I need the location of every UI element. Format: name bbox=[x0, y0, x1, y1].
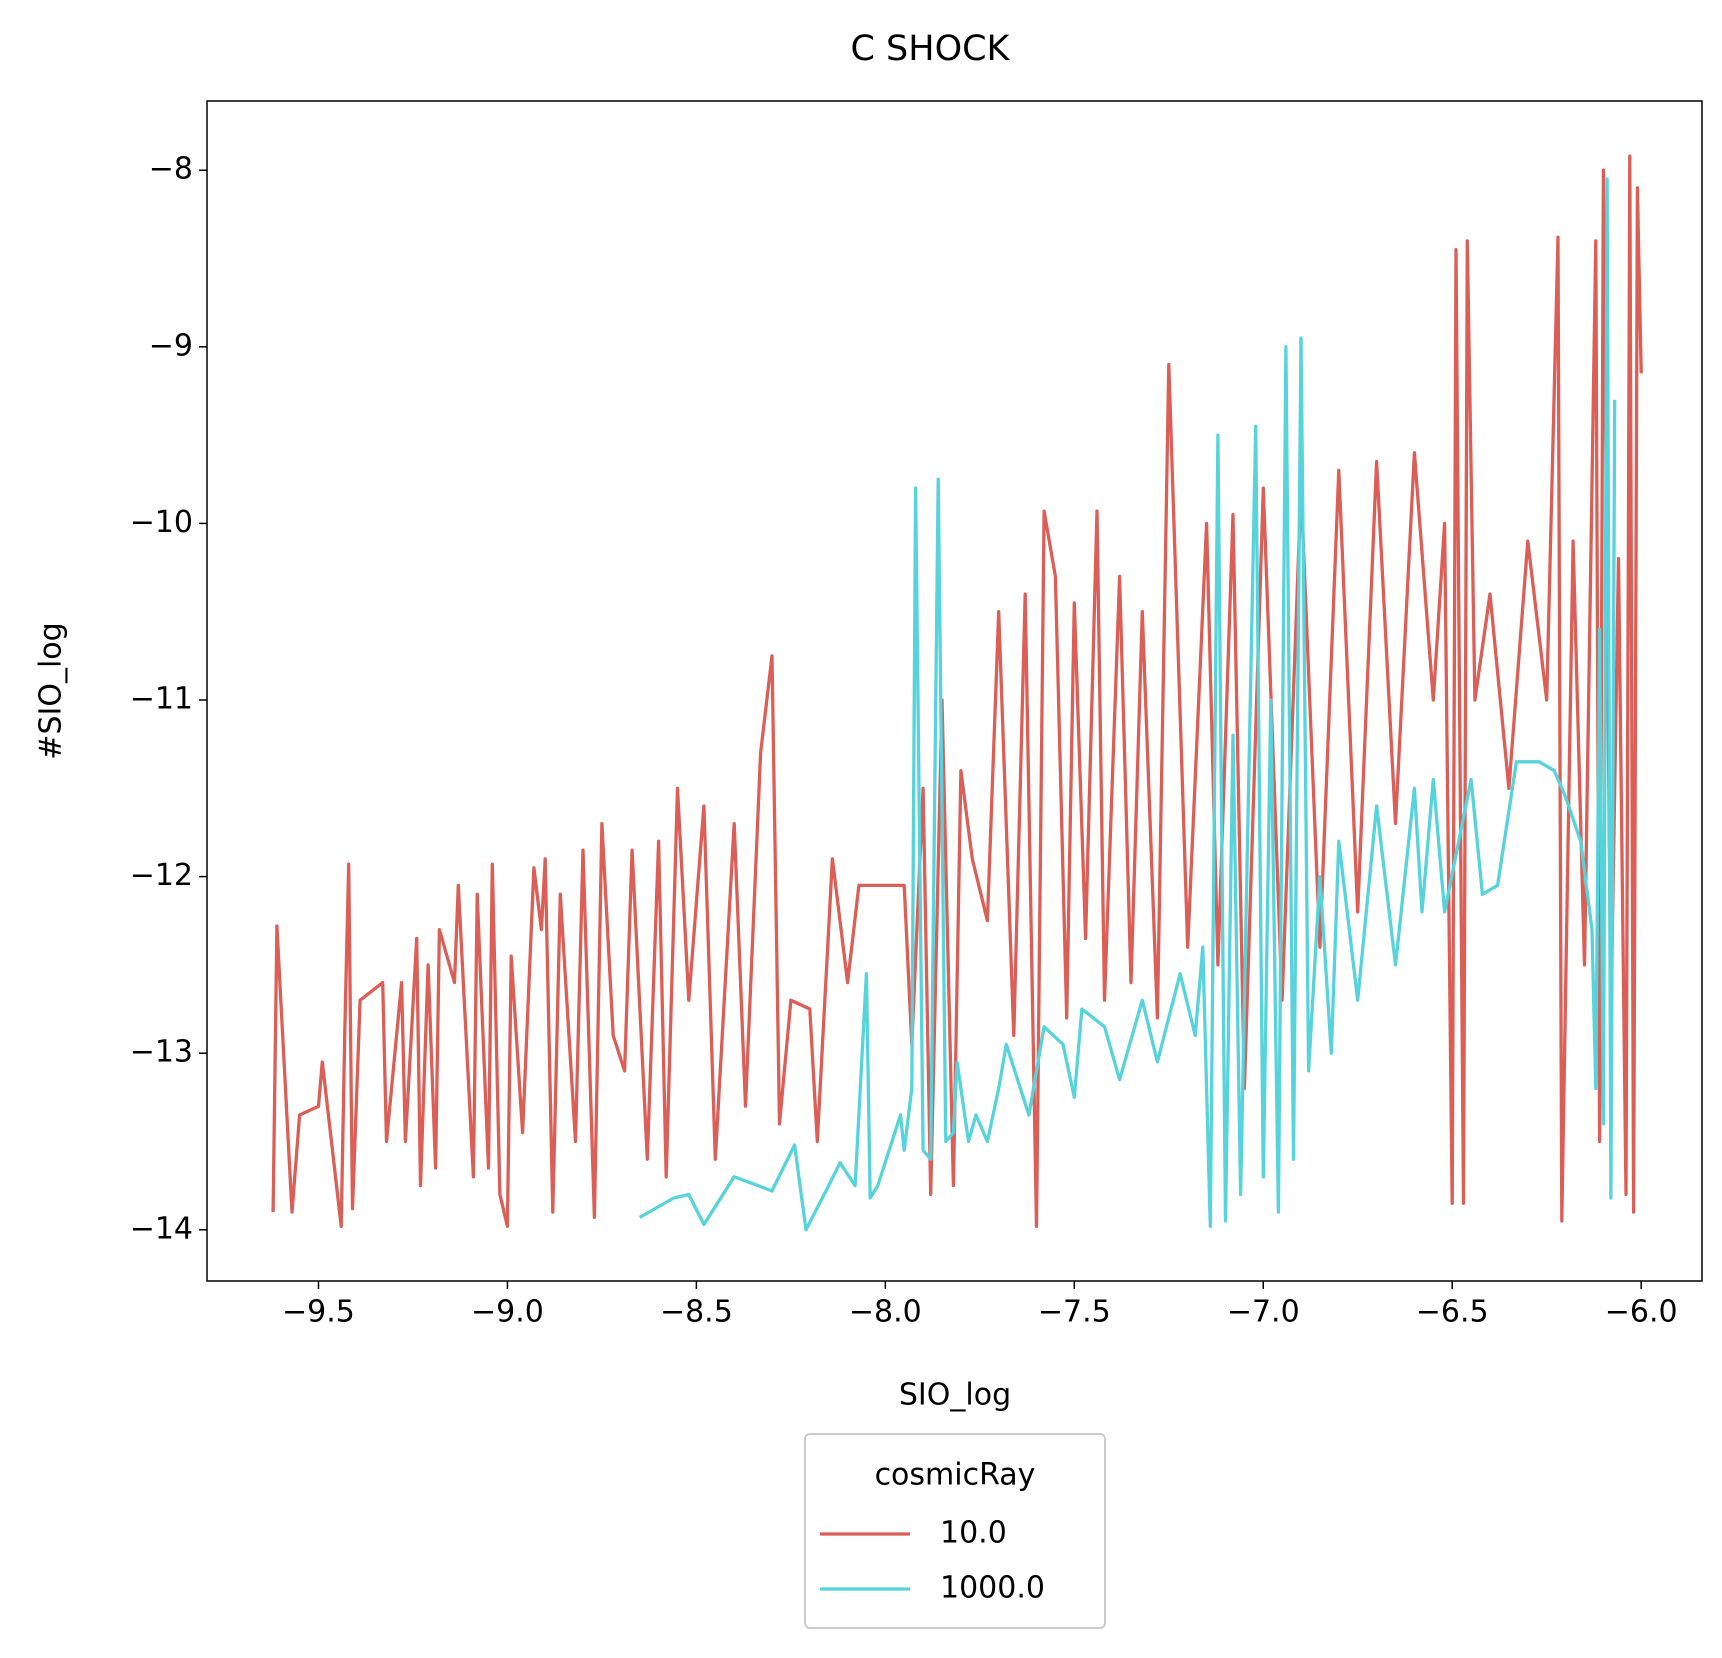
plot-frame bbox=[206, 100, 1703, 1282]
x-tick-label: −9.0 bbox=[471, 1295, 544, 1330]
x-axis-label: SIO_log bbox=[899, 1378, 1011, 1413]
x-tick-label: −8.0 bbox=[849, 1295, 922, 1330]
x-tick-label: −9.5 bbox=[282, 1295, 355, 1330]
x-tick-label: −6.5 bbox=[1416, 1295, 1489, 1330]
x-tick-label: −6.0 bbox=[1605, 1295, 1678, 1330]
y-axis-label: #SIO_log bbox=[34, 622, 69, 759]
y-tick-label: −11 bbox=[130, 682, 193, 717]
y-tick-label: −9 bbox=[149, 328, 193, 363]
y-tick-label: −13 bbox=[130, 1035, 193, 1070]
y-tick-label: −10 bbox=[130, 505, 193, 540]
y-tick-label: −12 bbox=[130, 858, 193, 893]
y-tick-label: −8 bbox=[149, 152, 193, 187]
chart-title: C SHOCK bbox=[850, 29, 1010, 69]
x-tick-label: −7.5 bbox=[1038, 1295, 1111, 1330]
legend-title: cosmicRay bbox=[875, 1458, 1036, 1493]
legend-box bbox=[804, 1433, 1106, 1629]
y-tick-label: −14 bbox=[130, 1211, 193, 1246]
data-line bbox=[638, 177, 1617, 1232]
legend-label: 1000.0 bbox=[940, 1571, 1045, 1606]
legend-label: 10.0 bbox=[940, 1516, 1007, 1551]
x-tick-label: −7.0 bbox=[1227, 1295, 1300, 1330]
x-tick-label: −8.5 bbox=[660, 1295, 733, 1330]
